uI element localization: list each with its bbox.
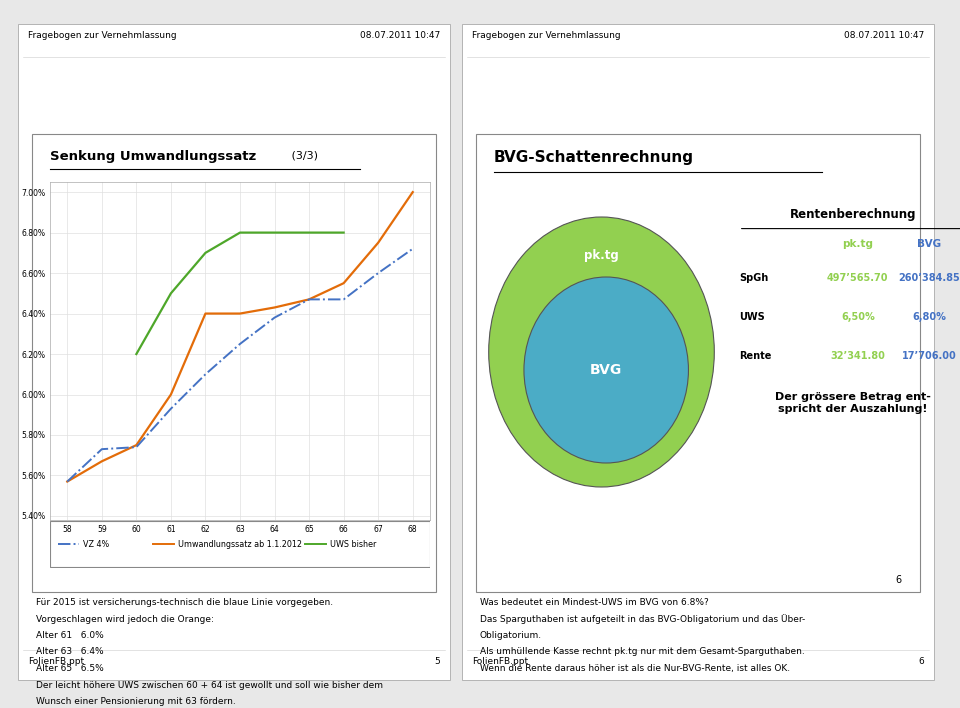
- Text: Das Sparguthaben ist aufgeteilt in das BVG-Obligatorium und das Über-: Das Sparguthaben ist aufgeteilt in das B…: [480, 615, 805, 624]
- Text: Als umhüllende Kasse rechnt pk.tg nur mit dem Gesamt-Sparguthaben.: Als umhüllende Kasse rechnt pk.tg nur mi…: [480, 648, 804, 656]
- Text: BVG: BVG: [590, 363, 622, 377]
- Text: 6: 6: [896, 575, 902, 585]
- Text: 6,50%: 6,50%: [841, 312, 875, 322]
- Text: Rente: Rente: [739, 350, 771, 361]
- Text: 32’341.80: 32’341.80: [830, 350, 885, 361]
- Text: Umwandlungssatz ab 1.1.2012: Umwandlungssatz ab 1.1.2012: [179, 539, 302, 549]
- Text: 260’384.85: 260’384.85: [899, 273, 960, 282]
- Text: FolienFB.ppt: FolienFB.ppt: [472, 657, 528, 666]
- Text: Senkung Umwandlungssatz: Senkung Umwandlungssatz: [50, 150, 256, 163]
- Text: BVG-Schattenrechnung: BVG-Schattenrechnung: [494, 150, 694, 165]
- Text: Für 2015 ist versicherungs-technisch die blaue Linie vorgegeben.: Für 2015 ist versicherungs-technisch die…: [36, 598, 333, 607]
- Text: Der leicht höhere UWS zwischen 60 + 64 ist gewollt und soll wie bisher dem: Der leicht höhere UWS zwischen 60 + 64 i…: [36, 680, 383, 690]
- Text: SpGh: SpGh: [739, 273, 768, 282]
- Text: Alter 61   6.0%: Alter 61 6.0%: [36, 631, 104, 640]
- Text: Fragebogen zur Vernehmlassung: Fragebogen zur Vernehmlassung: [28, 31, 177, 40]
- Ellipse shape: [524, 277, 688, 463]
- Text: BVG: BVG: [917, 239, 941, 249]
- Text: pk.tg: pk.tg: [584, 249, 619, 263]
- Text: Alter 63   6.4%: Alter 63 6.4%: [36, 648, 104, 656]
- Ellipse shape: [489, 217, 714, 487]
- Text: Fragebogen zur Vernehmlassung: Fragebogen zur Vernehmlassung: [472, 31, 620, 40]
- Text: UWS bisher: UWS bisher: [330, 539, 377, 549]
- Text: Was bedeutet ein Mindest-UWS im BVG von 6.8%?: Was bedeutet ein Mindest-UWS im BVG von …: [480, 598, 708, 607]
- FancyBboxPatch shape: [18, 24, 450, 680]
- Text: 17’706.00: 17’706.00: [901, 350, 956, 361]
- Text: 6,80%: 6,80%: [912, 312, 947, 322]
- Text: Wunsch einer Pensionierung mit 63 fördern.: Wunsch einer Pensionierung mit 63 förder…: [36, 697, 236, 706]
- Text: 5: 5: [434, 657, 440, 666]
- FancyBboxPatch shape: [32, 134, 436, 592]
- Text: Rentenberechnung: Rentenberechnung: [790, 208, 916, 221]
- FancyBboxPatch shape: [476, 134, 920, 592]
- Text: VZ 4%: VZ 4%: [84, 539, 109, 549]
- Text: 497’565.70: 497’565.70: [827, 273, 889, 282]
- Text: 6: 6: [919, 657, 924, 666]
- Text: Wenn die Rente daraus höher ist als die Nur-BVG-Rente, ist alles OK.: Wenn die Rente daraus höher ist als die …: [480, 664, 790, 673]
- Text: Vorgeschlagen wird jedoch die Orange:: Vorgeschlagen wird jedoch die Orange:: [36, 615, 214, 624]
- Text: Der grössere Betrag ent-
spricht der Auszahlung!: Der grössere Betrag ent- spricht der Aus…: [775, 392, 931, 414]
- Text: FolienFB.ppt: FolienFB.ppt: [28, 657, 84, 666]
- Text: Alter 65   6.5%: Alter 65 6.5%: [36, 664, 104, 673]
- Text: (3/3): (3/3): [288, 150, 318, 160]
- FancyBboxPatch shape: [462, 24, 934, 680]
- Text: pk.tg: pk.tg: [842, 239, 874, 249]
- Text: 08.07.2011 10:47: 08.07.2011 10:47: [360, 31, 440, 40]
- Text: Obligatorium.: Obligatorium.: [480, 631, 542, 640]
- Text: UWS: UWS: [739, 312, 764, 322]
- Text: 08.07.2011 10:47: 08.07.2011 10:47: [844, 31, 924, 40]
